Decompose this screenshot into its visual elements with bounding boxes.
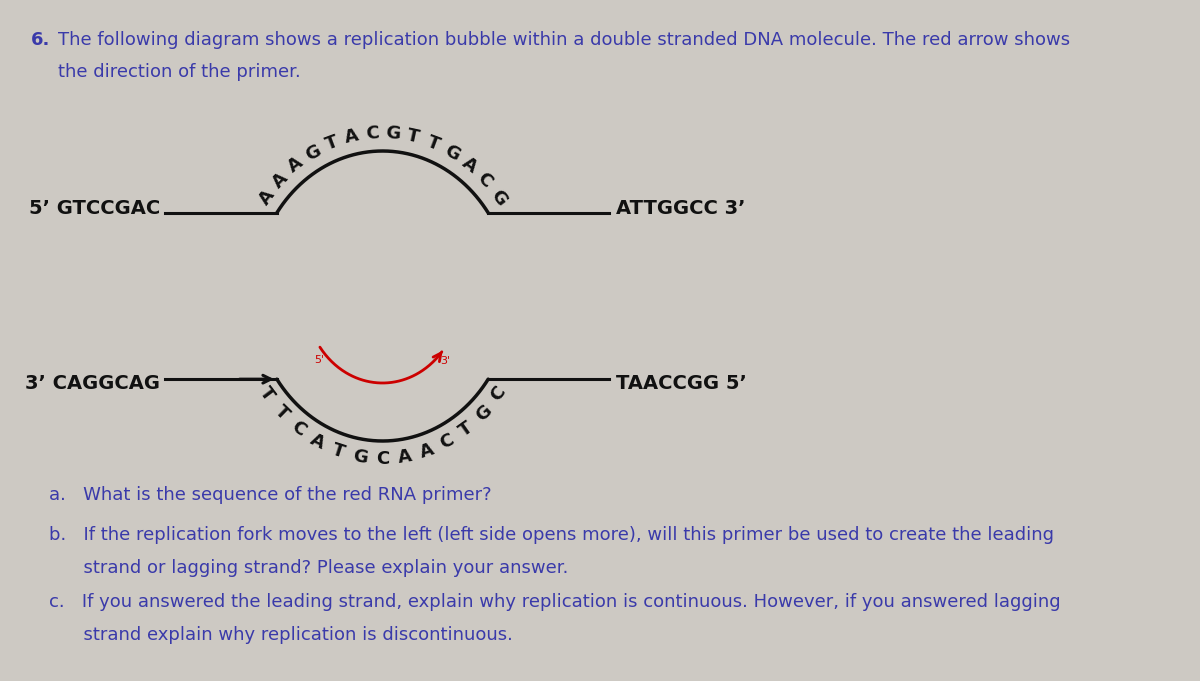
Text: C: C: [288, 418, 310, 440]
Text: G: G: [385, 124, 401, 143]
Text: ATTGGCC 3’: ATTGGCC 3’: [617, 200, 746, 219]
Text: C: C: [487, 383, 510, 405]
Text: a.   What is the sequence of the red RNA primer?: a. What is the sequence of the red RNA p…: [49, 486, 492, 504]
Text: A: A: [458, 154, 480, 176]
Text: A: A: [343, 127, 360, 147]
Text: G: G: [302, 142, 324, 164]
Text: A: A: [418, 441, 436, 462]
Text: strand or lagging strand? Please explain your answer.: strand or lagging strand? Please explain…: [49, 559, 569, 577]
Text: G: G: [472, 401, 496, 424]
Text: T: T: [456, 418, 476, 440]
Text: the direction of the primer.: the direction of the primer.: [58, 63, 300, 81]
Text: T: T: [323, 133, 341, 154]
Text: T: T: [406, 127, 421, 147]
Text: C: C: [376, 450, 389, 468]
Text: strand explain why replication is discontinuous.: strand explain why replication is discon…: [49, 626, 512, 644]
Text: A: A: [269, 169, 292, 192]
Text: T: T: [271, 402, 293, 424]
Text: b.   If the replication fork moves to the left (left side opens more), will this: b. If the replication fork moves to the …: [49, 526, 1054, 544]
Text: 5’ GTCCGAC: 5’ GTCCGAC: [29, 200, 160, 219]
Text: The following diagram shows a replication bubble within a double stranded DNA mo: The following diagram shows a replicatio…: [58, 31, 1070, 49]
Text: A: A: [284, 154, 307, 176]
Text: 5': 5': [314, 355, 324, 365]
Text: G: G: [440, 142, 463, 164]
Text: T: T: [424, 133, 442, 154]
Text: TAACCGG 5’: TAACCGG 5’: [617, 374, 748, 393]
Text: 3': 3': [439, 356, 450, 366]
Text: A: A: [396, 447, 413, 467]
Text: c.   If you answered the leading strand, explain why replication is continuous. : c. If you answered the leading strand, e…: [49, 593, 1061, 611]
Text: C: C: [365, 124, 379, 143]
Text: 6.: 6.: [31, 31, 50, 49]
Text: C: C: [474, 170, 496, 191]
Text: A: A: [307, 430, 328, 453]
Text: C: C: [437, 431, 457, 453]
Text: 3’ CAGGCAG: 3’ CAGGCAG: [25, 374, 160, 393]
Text: G: G: [487, 187, 510, 209]
Text: G: G: [352, 447, 368, 467]
Text: T: T: [256, 383, 277, 405]
Text: T: T: [330, 441, 347, 462]
Text: A: A: [256, 187, 278, 209]
